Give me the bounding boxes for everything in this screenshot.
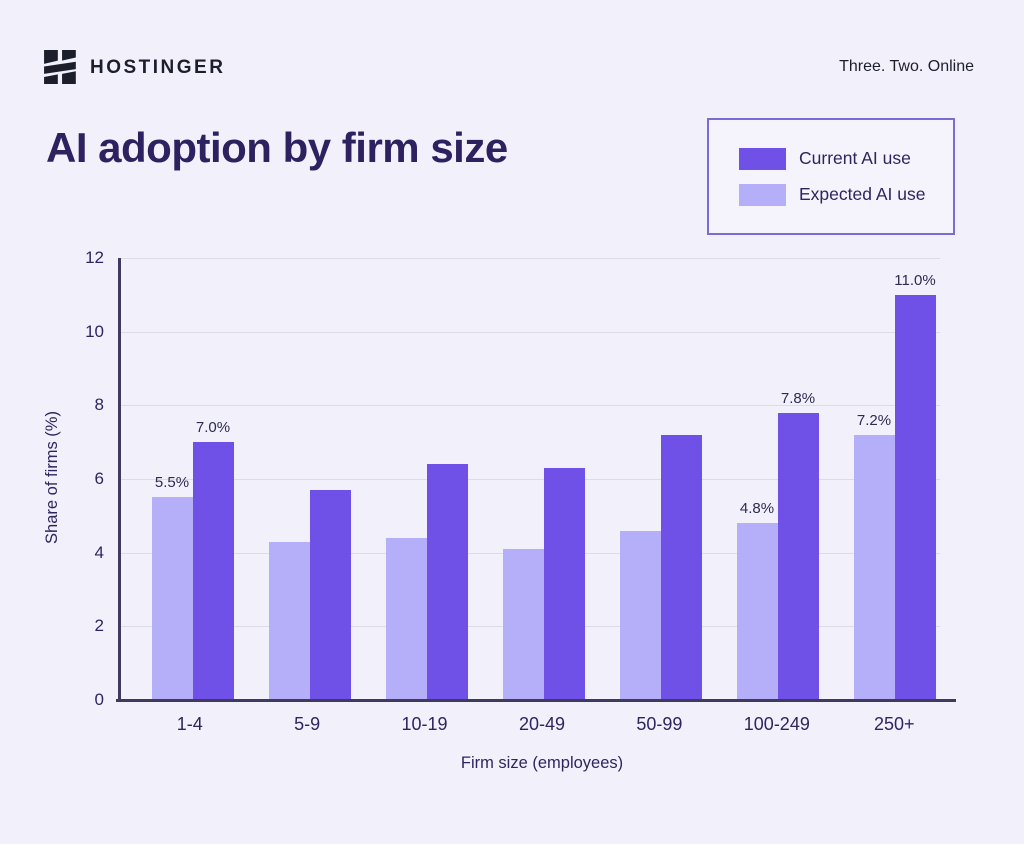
bar-group-250+: 7.2% 11.0% <box>823 272 940 700</box>
y-tick-label-10: 10 <box>85 321 104 341</box>
bar-groups: 5.5% 7.0% 4.8% 7.8% 7.2% 11.0% <box>121 258 940 700</box>
legend-item-current: Current AI use <box>739 147 953 170</box>
legend-item-expected: Expected AI use <box>739 183 953 206</box>
bar-value-label: 4.8% <box>739 500 775 518</box>
brand-name: HOSTINGER <box>90 57 226 78</box>
expected-bar-5-9 <box>268 541 310 700</box>
bar-value-label: 11.0% <box>894 271 936 289</box>
expected-bar-20-49 <box>502 548 544 700</box>
bar-value-label: 7.0% <box>195 419 231 437</box>
legend-label-expected: Expected AI use <box>799 184 926 204</box>
x-tick-label-250+: 250+ <box>873 714 915 734</box>
y-axis-title: Share of firms (%) <box>42 411 61 544</box>
current-bar-10-19 <box>426 464 468 700</box>
x-axis-title: Firm size (employees) <box>460 754 624 772</box>
bar-group-20-49 <box>472 467 589 700</box>
bar-group-100-249: 4.8% 7.8% <box>706 390 823 700</box>
expected-bar-50-99 <box>619 530 661 700</box>
bar-value-label: 7.8% <box>780 389 816 407</box>
y-tick-label-0: 0 <box>94 690 104 709</box>
bar-group-10-19 <box>355 464 472 700</box>
x-axis-line <box>116 699 956 702</box>
current-bar-50-99 <box>660 434 702 700</box>
bar-group-5-9 <box>238 490 355 700</box>
current-bar-1-4: 7.0% <box>192 419 234 700</box>
x-tick-label-5-9: 5-9 <box>294 714 321 734</box>
y-tick-label-6: 6 <box>94 469 104 488</box>
bar-value-label: 7.2% <box>856 411 892 429</box>
y-tick-label-4: 4 <box>94 542 104 562</box>
expected-bar-1-4: 5.5% <box>151 474 193 700</box>
legend-label-current: Current AI use <box>799 148 911 168</box>
x-tick-label-100-249: 100-249 <box>743 714 810 734</box>
bar-group-1-4: 5.5% 7.0% <box>121 419 238 700</box>
x-tick-label-1-4: 1-4 <box>176 714 203 734</box>
current-bar-20-49 <box>543 467 585 700</box>
gridline-6 <box>121 479 940 480</box>
gridline-8 <box>121 405 940 407</box>
chart-legend: Current AI use Expected AI use <box>707 118 955 235</box>
current-bar-250+: 11.0% <box>894 272 936 700</box>
current-bar-5-9 <box>309 490 351 700</box>
expected-bar-10-19 <box>385 537 427 700</box>
gridline-12 <box>121 258 940 259</box>
expected-bar-250+: 7.2% <box>853 412 895 700</box>
plot-area: 5.5% 7.0% 4.8% 7.8% 7.2% 11.0% <box>118 258 940 700</box>
bar-value-label: 5.5% <box>154 474 190 492</box>
y-tick-label-2: 2 <box>94 616 104 636</box>
brand-tagline: Three. Two. Online <box>839 58 974 75</box>
x-axis-ticks: 1-4 5-9 10-19 20-49 50-99 100-249 250+ <box>118 714 940 735</box>
legend-swatch-current <box>739 147 786 170</box>
gridline-10 <box>121 331 940 333</box>
hostinger-logo-icon <box>44 50 76 84</box>
bar-group-50-99 <box>589 434 706 700</box>
x-tick-label-50-99: 50-99 <box>636 714 683 734</box>
y-tick-label-8: 8 <box>94 395 104 415</box>
current-bar-100-249: 7.8% <box>777 390 819 700</box>
legend-swatch-expected <box>739 183 786 206</box>
expected-bar-100-249: 4.8% <box>736 500 778 700</box>
x-tick-label-10-19: 10-19 <box>401 714 448 734</box>
x-tick-label-20-49: 20-49 <box>518 714 565 734</box>
page-title: AI adoption by firm size <box>46 124 508 171</box>
y-tick-label-12: 12 <box>85 248 104 267</box>
